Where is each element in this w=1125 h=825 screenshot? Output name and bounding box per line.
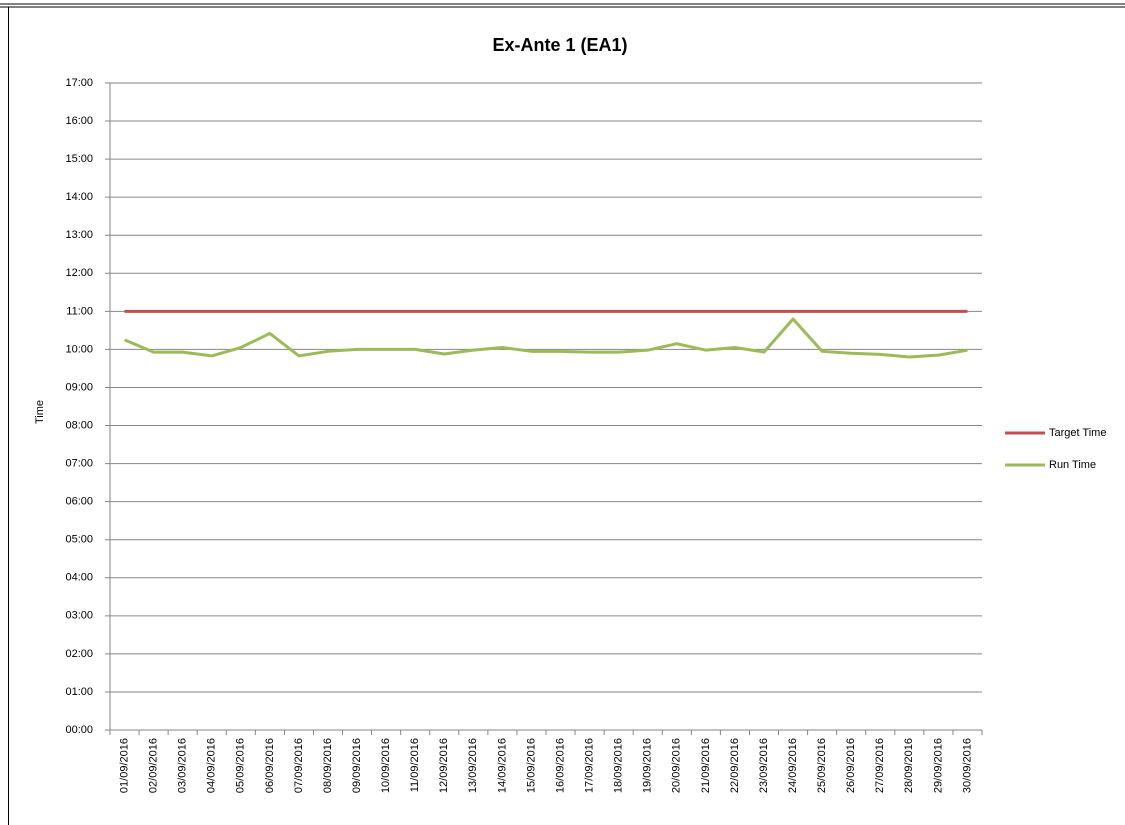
y-tick-label: 03:00 <box>65 610 93 622</box>
line-series <box>123 317 968 359</box>
x-tick-label: 17/09/2016 <box>584 738 596 793</box>
y-tick-label: 08:00 <box>65 419 93 431</box>
x-tick-label: 26/09/2016 <box>845 738 857 793</box>
x-tick-label: 11/09/2016 <box>409 738 421 792</box>
x-tick-label: 06/09/2016 <box>264 738 276 793</box>
x-tick-label: 30/09/2016 <box>961 738 973 793</box>
x-tick-label: 16/09/2016 <box>554 738 566 793</box>
y-tick-label: 13:00 <box>65 229 93 241</box>
x-tick-label: 23/09/2016 <box>758 738 770 793</box>
y-tick-label: 07:00 <box>65 457 93 469</box>
legend-label: Target Time <box>1049 427 1106 439</box>
x-tick-label: 01/09/2016 <box>118 738 130 793</box>
y-tick-label: 06:00 <box>65 496 93 508</box>
y-tick-label: 12:00 <box>65 267 93 279</box>
y-tick-label: 09:00 <box>65 381 93 393</box>
x-tick-label: 08/09/2016 <box>322 738 334 793</box>
y-tick-label: 10:00 <box>65 343 93 355</box>
y-tick-label: 02:00 <box>65 648 93 660</box>
x-tick-label: 09/09/2016 <box>351 738 363 793</box>
x-tick-label: 14/09/2016 <box>496 738 508 793</box>
y-tick-label: 15:00 <box>65 153 93 165</box>
x-tick-label: 21/09/2016 <box>700 738 712 793</box>
x-tick-label: 02/09/2016 <box>148 738 160 793</box>
y-tick-label: 16:00 <box>65 115 93 127</box>
x-tick-label: 20/09/2016 <box>671 738 683 793</box>
x-tick-label: 07/09/2016 <box>293 738 305 793</box>
y-tick-label: 11:00 <box>66 305 93 317</box>
x-tick-label: 18/09/2016 <box>613 738 625 793</box>
x-tick-label: 04/09/2016 <box>206 738 218 793</box>
y-tick-label: 17:00 <box>65 77 93 89</box>
x-tick-label: 27/09/2016 <box>874 738 886 793</box>
y-tick-label: 00:00 <box>65 724 93 736</box>
y-tick-label: 05:00 <box>65 534 93 546</box>
x-tick-label: 13/09/2016 <box>467 738 479 793</box>
y-axis-label: Time <box>34 400 46 424</box>
y-tick-label: 01:00 <box>65 686 93 698</box>
x-tick-label: 28/09/2016 <box>903 738 915 793</box>
x-tick-label: 12/09/2016 <box>438 738 450 793</box>
y-tick-label: 04:00 <box>65 572 93 584</box>
x-tick-label: 19/09/2016 <box>642 738 654 793</box>
x-tick-label: 24/09/2016 <box>787 738 799 793</box>
y-tick-label: 14:00 <box>65 191 93 203</box>
x-tick-label: 03/09/2016 <box>177 738 189 793</box>
chart-title: Ex-Ante 1 (EA1) <box>492 35 627 55</box>
x-tick-label: 25/09/2016 <box>816 738 828 793</box>
legend-label: Run Time <box>1049 459 1096 471</box>
x-tick-label: 10/09/2016 <box>380 738 392 793</box>
x-tick-label: 05/09/2016 <box>235 738 247 793</box>
x-tick-label: 29/09/2016 <box>932 738 944 793</box>
x-tick-label: 22/09/2016 <box>729 738 741 793</box>
x-tick-label: 15/09/2016 <box>525 738 537 793</box>
